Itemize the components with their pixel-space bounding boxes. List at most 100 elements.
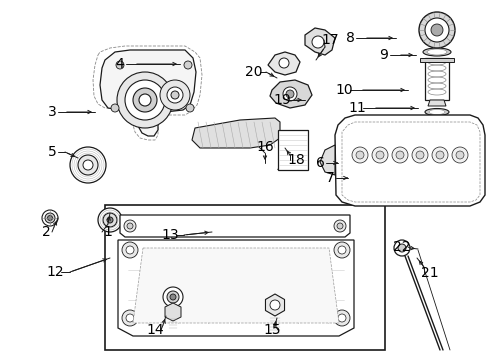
- Text: 20: 20: [245, 65, 262, 79]
- Circle shape: [103, 213, 117, 227]
- Circle shape: [70, 147, 106, 183]
- Circle shape: [127, 223, 133, 229]
- Text: 9: 9: [379, 48, 387, 62]
- Polygon shape: [305, 28, 334, 55]
- Text: 5: 5: [47, 145, 56, 159]
- Polygon shape: [269, 80, 311, 108]
- Polygon shape: [164, 303, 181, 321]
- Polygon shape: [341, 122, 479, 202]
- Circle shape: [167, 87, 183, 103]
- Circle shape: [395, 151, 403, 159]
- Circle shape: [47, 216, 52, 220]
- Circle shape: [337, 246, 346, 254]
- Circle shape: [124, 220, 136, 232]
- Polygon shape: [427, 100, 445, 106]
- Polygon shape: [278, 130, 307, 170]
- Circle shape: [107, 217, 113, 223]
- Bar: [424, 58, 448, 100]
- Polygon shape: [267, 52, 299, 75]
- Text: 6: 6: [315, 156, 324, 170]
- Polygon shape: [192, 118, 280, 148]
- Circle shape: [375, 151, 383, 159]
- Text: 3: 3: [47, 105, 56, 119]
- Circle shape: [397, 244, 405, 252]
- Circle shape: [337, 314, 346, 322]
- Circle shape: [455, 151, 463, 159]
- Ellipse shape: [428, 109, 444, 114]
- Text: 7: 7: [325, 171, 334, 185]
- Text: 2: 2: [41, 225, 50, 239]
- Text: 13: 13: [161, 228, 179, 242]
- Polygon shape: [319, 145, 334, 175]
- Text: 1: 1: [103, 225, 112, 239]
- Circle shape: [269, 300, 280, 310]
- Circle shape: [279, 58, 288, 68]
- Circle shape: [167, 291, 179, 303]
- Circle shape: [285, 90, 293, 98]
- Text: 14: 14: [146, 323, 163, 337]
- Circle shape: [45, 213, 55, 223]
- Circle shape: [122, 242, 138, 258]
- Text: 8: 8: [345, 31, 354, 45]
- Circle shape: [283, 87, 296, 101]
- Text: 10: 10: [334, 83, 352, 97]
- Text: 16: 16: [256, 140, 273, 154]
- Circle shape: [163, 287, 183, 307]
- Circle shape: [411, 147, 427, 163]
- Circle shape: [117, 72, 173, 128]
- Polygon shape: [120, 215, 349, 237]
- Ellipse shape: [422, 48, 450, 56]
- Text: 4: 4: [115, 57, 124, 71]
- Bar: [169, 317, 177, 331]
- Circle shape: [126, 246, 134, 254]
- Text: 17: 17: [321, 33, 338, 47]
- Circle shape: [122, 310, 138, 326]
- Circle shape: [98, 208, 122, 232]
- Polygon shape: [334, 115, 484, 206]
- Polygon shape: [100, 50, 196, 136]
- Bar: [105, 205, 384, 350]
- Ellipse shape: [426, 49, 446, 55]
- Circle shape: [451, 147, 467, 163]
- Text: 19: 19: [273, 93, 290, 107]
- Circle shape: [393, 240, 409, 256]
- Circle shape: [160, 80, 190, 110]
- Polygon shape: [133, 248, 338, 323]
- Circle shape: [336, 223, 342, 229]
- Circle shape: [431, 147, 447, 163]
- Circle shape: [183, 61, 192, 69]
- Text: 18: 18: [286, 153, 304, 167]
- Circle shape: [424, 18, 448, 42]
- Text: 22: 22: [392, 240, 410, 254]
- Circle shape: [391, 147, 407, 163]
- Polygon shape: [265, 294, 284, 316]
- Ellipse shape: [424, 108, 448, 116]
- Text: 15: 15: [263, 323, 280, 337]
- Circle shape: [351, 147, 367, 163]
- Circle shape: [371, 147, 387, 163]
- Circle shape: [125, 80, 164, 120]
- Text: 11: 11: [347, 101, 365, 115]
- Circle shape: [171, 91, 179, 99]
- Circle shape: [355, 151, 363, 159]
- Bar: [269, 316, 280, 334]
- Circle shape: [185, 104, 194, 112]
- Circle shape: [435, 151, 443, 159]
- Circle shape: [418, 12, 454, 48]
- Polygon shape: [93, 46, 202, 140]
- Circle shape: [170, 294, 176, 300]
- Circle shape: [311, 36, 324, 48]
- Circle shape: [333, 220, 346, 232]
- Text: 21: 21: [420, 266, 438, 280]
- Circle shape: [126, 314, 134, 322]
- Circle shape: [42, 210, 58, 226]
- Circle shape: [430, 24, 442, 36]
- Circle shape: [139, 94, 151, 106]
- Circle shape: [83, 160, 93, 170]
- Text: 12: 12: [46, 265, 63, 279]
- Circle shape: [116, 61, 124, 69]
- Polygon shape: [118, 240, 353, 336]
- Circle shape: [333, 242, 349, 258]
- Circle shape: [415, 151, 423, 159]
- Circle shape: [78, 155, 98, 175]
